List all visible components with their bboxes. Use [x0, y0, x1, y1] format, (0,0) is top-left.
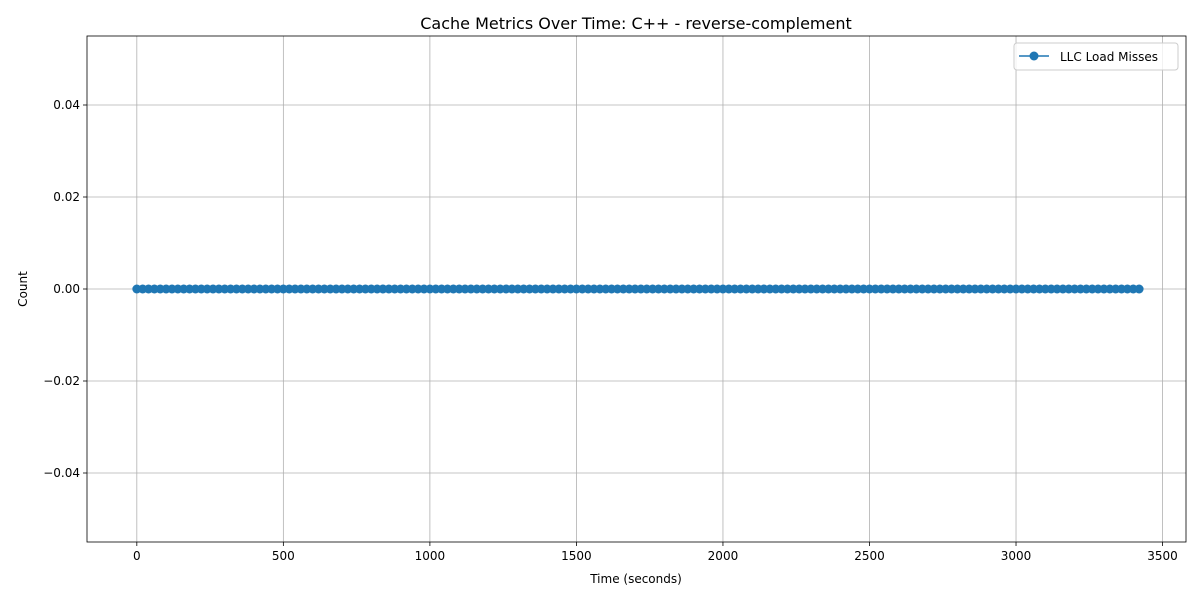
chart-title: Cache Metrics Over Time: C++ - reverse-c…	[420, 14, 852, 33]
y-tick-label: 0.02	[53, 190, 80, 204]
x-tick-label: 1000	[415, 549, 446, 563]
legend-marker-swatch	[1029, 51, 1039, 61]
x-axis: 0 500 1000 1500 2000 2500 3000 3500	[133, 542, 1178, 563]
y-axis-label: Count	[16, 271, 30, 307]
legend: LLC Load Misses	[1013, 42, 1179, 71]
x-tick-label: 3000	[1001, 549, 1032, 563]
data-point	[1134, 284, 1144, 294]
y-tick-label: −0.02	[43, 374, 80, 388]
y-tick-label: −0.04	[43, 466, 80, 480]
x-tick-label: 500	[272, 549, 295, 563]
x-axis-label: Time (seconds)	[589, 572, 682, 586]
x-tick-label: 0	[133, 549, 141, 563]
series-layer	[132, 284, 1144, 294]
legend-box	[1013, 42, 1179, 71]
y-tick-label: 0.00	[53, 282, 80, 296]
y-axis: −0.04 −0.02 0.00 0.02 0.04	[43, 98, 87, 480]
x-tick-label: 2000	[708, 549, 739, 563]
legend-label: LLC Load Misses	[1060, 50, 1158, 64]
x-tick-label: 2500	[854, 549, 885, 563]
x-tick-label: 3500	[1147, 549, 1178, 563]
y-tick-label: 0.04	[53, 98, 80, 112]
x-tick-label: 1500	[561, 549, 592, 563]
